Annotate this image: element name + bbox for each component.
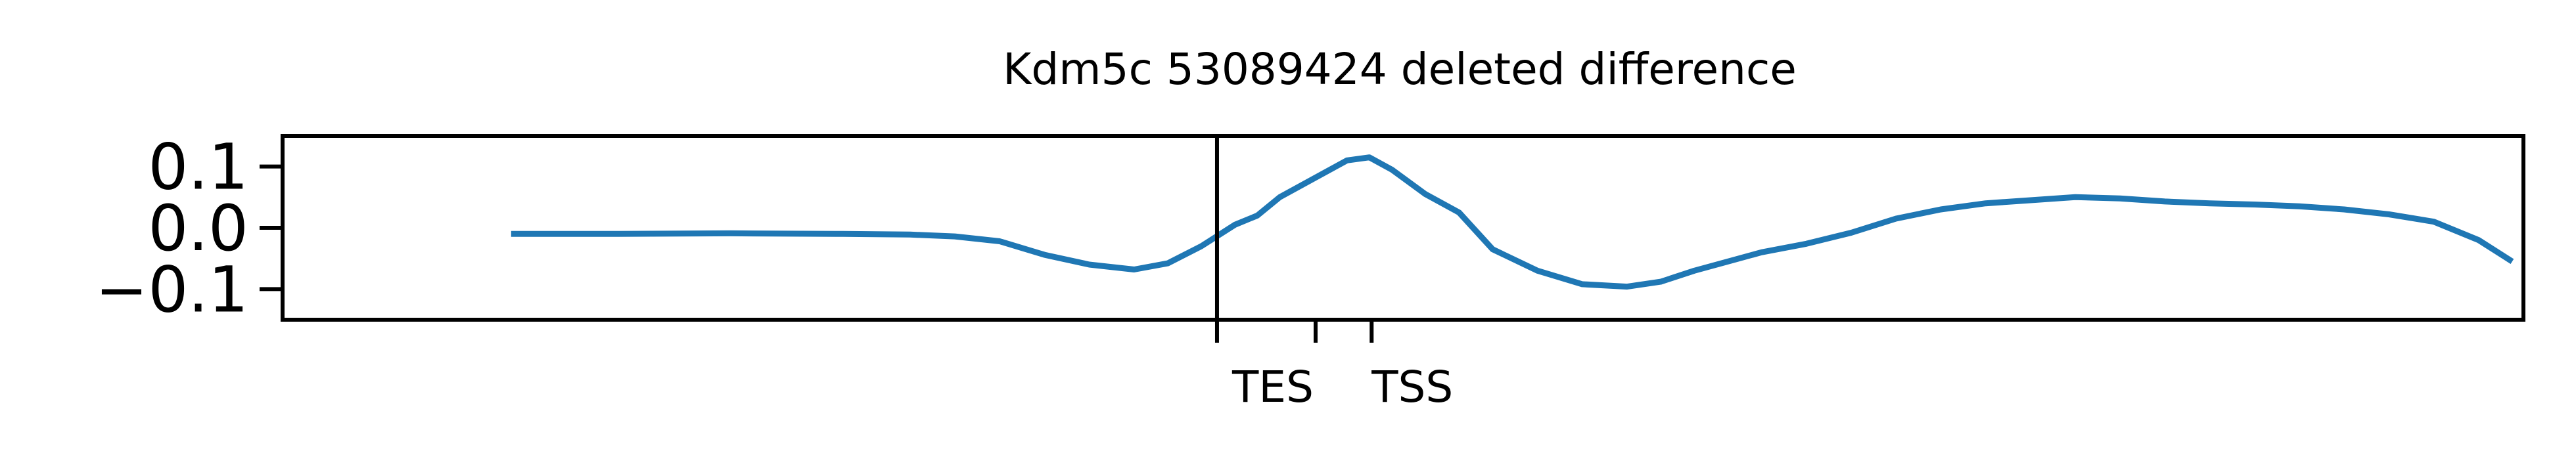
y-tick-label-2: −0.1 [95, 253, 248, 326]
y-tick-label-0: 0.1 [148, 131, 248, 204]
plot-frame [281, 134, 2525, 322]
chart-title: Kdm5c 53089424 deleted difference [1003, 44, 1797, 95]
x-axis: TES TSS [1214, 320, 1453, 412]
x-tick-label-tss: TSS [1371, 362, 1453, 412]
y-axis: 0.10.0−0.1 [95, 131, 283, 326]
x-tick-label-tes: TES [1231, 362, 1314, 412]
series-layer [511, 154, 2514, 290]
series-line-0 [511, 154, 2514, 290]
plot-area [281, 134, 2525, 322]
y-tick-label-1: 0.0 [148, 192, 248, 265]
